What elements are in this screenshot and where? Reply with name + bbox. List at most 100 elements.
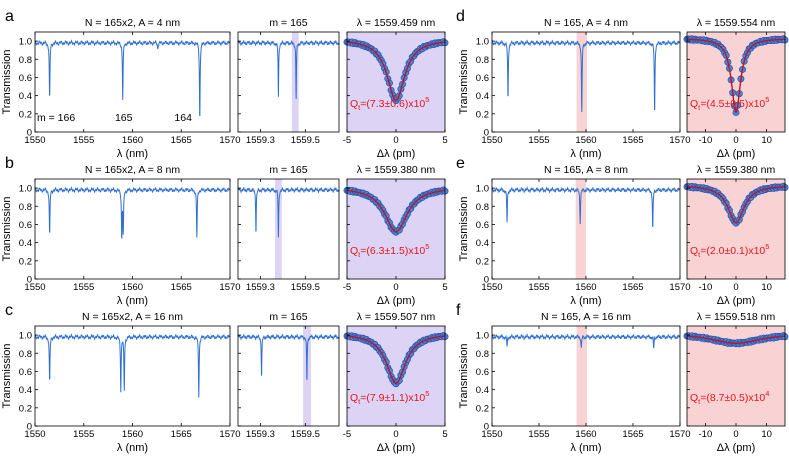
x-tick-label: 1565 xyxy=(622,429,643,440)
x-tick-label: 1565 xyxy=(171,135,192,146)
panel-d-broad: 1550 1555 1560 1565 1570 0 0.2 0.4 0.6 0.8 1.0 N = … xyxy=(458,17,691,160)
x-axis-label: λ (nm) xyxy=(570,148,601,160)
panel-title: λ = 1559.507 nm xyxy=(357,311,436,323)
spectrum-line xyxy=(34,39,231,117)
y-tick-label: 1.0 xyxy=(19,184,32,195)
panel-title: N = 165, A = 4 nm xyxy=(544,17,628,29)
highlight-band xyxy=(576,326,587,426)
q-symbol: Q xyxy=(350,98,358,110)
x-tick-label: 0 xyxy=(733,429,738,440)
y-tick-label: 1.0 xyxy=(476,37,489,48)
x-tick-label: -5 xyxy=(343,429,351,440)
panel-b-zoom: 1559.3 1559.5 m = 165 xyxy=(237,164,340,293)
y-axis-label: Transmission xyxy=(458,50,470,115)
x-tick-label: 1559.5 xyxy=(291,282,320,293)
y-tick-label: 0.2 xyxy=(476,109,489,120)
x-tick-label: 1570 xyxy=(219,429,240,440)
panel-label-a: a xyxy=(5,8,14,25)
panel-c-zoom: 1559.3 1559.5 m = 165 xyxy=(237,311,340,440)
spectrum-line xyxy=(491,186,681,228)
y-tick-label: 1.0 xyxy=(19,331,32,342)
fit-line xyxy=(346,189,446,233)
y-tick-label: 0.6 xyxy=(476,220,489,231)
y-tick-label: 0.4 xyxy=(476,238,489,249)
x-tick-label: 1565 xyxy=(622,282,643,293)
y-tick-label: 0.8 xyxy=(19,202,32,213)
panel-c-broad: 1550 1555 1560 1565 1570 0 0.2 0.4 0.6 0.8 1.0 N = … xyxy=(1,311,241,454)
x-axis-label: λ (nm) xyxy=(117,148,148,160)
panel-title: λ = 1559.459 nm xyxy=(357,17,436,29)
x-tick-label: 1570 xyxy=(669,135,690,146)
x-tick-label: 1565 xyxy=(171,429,192,440)
q-factor-label: Qt=(7.3±0.6)x105 xyxy=(350,95,429,112)
q-exponent: 4 xyxy=(765,389,769,398)
q-exponent: 5 xyxy=(765,242,769,251)
x-axis-label: λ (nm) xyxy=(117,442,148,454)
y-tick-label: 0.2 xyxy=(476,256,489,267)
x-tick-label: 1559.3 xyxy=(246,282,275,293)
y-tick-label: 0 xyxy=(27,422,32,433)
panel-b-fit: -5 0 5 λ = 1559.380 nm Δλ (pm) Qt=(6.3±1.5)x1… xyxy=(343,164,449,307)
spectrum-line xyxy=(34,333,231,398)
x-tick-label: 1555 xyxy=(73,135,94,146)
y-tick-label: 1.0 xyxy=(476,184,489,195)
y-tick-label: 0.6 xyxy=(476,73,489,84)
y-tick-label: 0.8 xyxy=(476,202,489,213)
x-tick-label: 1560 xyxy=(122,282,143,293)
panel-title: m = 165 xyxy=(269,17,307,29)
x-tick-label: 1570 xyxy=(219,135,240,146)
q-value: =(4.5±0.5)x10 xyxy=(700,98,765,110)
y-tick-label: 0.4 xyxy=(19,91,32,102)
panel-e-broad: 1550 1555 1560 1565 1570 0 0.2 0.4 0.6 0.8 1.0 N = … xyxy=(458,164,691,307)
highlight-band xyxy=(291,32,299,132)
panel-title: λ = 1559.380 nm xyxy=(357,164,436,176)
q-factor-label: Qt=(6.3±1.5)x105 xyxy=(350,242,429,259)
x-tick-label: -10 xyxy=(699,135,713,146)
fit-background xyxy=(687,179,785,279)
mode-annotation: 165 xyxy=(115,112,133,124)
spectrum-line xyxy=(491,333,681,349)
x-axis-label: λ (nm) xyxy=(570,442,601,454)
x-tick-label: -5 xyxy=(343,135,351,146)
x-tick-label: 1555 xyxy=(73,282,94,293)
highlight-band xyxy=(575,179,586,279)
y-tick-label: 0 xyxy=(27,128,32,139)
y-tick-label: 0.4 xyxy=(19,238,32,249)
q-value: =(6.3±1.5)x10 xyxy=(360,245,425,257)
x-tick-label: 0 xyxy=(393,282,398,293)
panel-title: N = 165, A = 16 nm xyxy=(541,311,631,323)
q-exponent: 5 xyxy=(425,242,429,251)
x-tick-label: 1560 xyxy=(575,429,596,440)
q-exponent: 5 xyxy=(765,95,769,104)
x-tick-label: 1555 xyxy=(528,135,549,146)
fit-line xyxy=(346,335,446,384)
x-tick-label: 1560 xyxy=(575,135,596,146)
y-tick-label: 0.2 xyxy=(476,403,489,414)
panel-e-fit: -10 0 10 λ = 1559.380 nm Δλ (pm) Qt=(2.0±0.1)… xyxy=(683,164,789,307)
panel-label-f: f xyxy=(456,302,461,319)
x-tick-label: 5 xyxy=(442,135,447,146)
x-axis-label: Δλ (pm) xyxy=(377,442,416,454)
q-symbol: Q xyxy=(690,392,698,404)
fit-line xyxy=(346,41,446,101)
q-value: =(8.7±0.5)x10 xyxy=(700,392,765,404)
x-tick-label: 1550 xyxy=(481,135,502,146)
x-axis-label: λ (nm) xyxy=(117,295,148,307)
x-tick-label: 0 xyxy=(733,282,738,293)
panel-label-c: c xyxy=(5,302,13,319)
x-axis-label: Δλ (pm) xyxy=(717,442,756,454)
panel-title: N = 165x2, A = 8 nm xyxy=(85,164,180,176)
panel-title: N = 165x2, A = 16 nm xyxy=(82,311,183,323)
y-tick-label: 1.0 xyxy=(19,37,32,48)
y-axis-label: Transmission xyxy=(1,50,13,115)
x-tick-label: 0 xyxy=(393,135,398,146)
panel-b-broad: 1550 1555 1560 1565 1570 0 0.2 0.4 0.6 0.8 1.0 N = … xyxy=(1,164,241,307)
x-axis-label: Δλ (pm) xyxy=(717,295,756,307)
y-tick-label: 0.2 xyxy=(19,109,32,120)
panel-title: N = 165x2, A = 4 nm xyxy=(85,17,180,29)
panel-f-broad: 1550 1555 1560 1565 1570 0 0.2 0.4 0.6 0.8 1.0 N = … xyxy=(458,311,691,454)
x-tick-label: 1550 xyxy=(24,282,45,293)
x-tick-label: 1550 xyxy=(24,135,45,146)
x-tick-label: 1555 xyxy=(73,429,94,440)
q-value: =(2.0±0.1)x10 xyxy=(700,245,765,257)
